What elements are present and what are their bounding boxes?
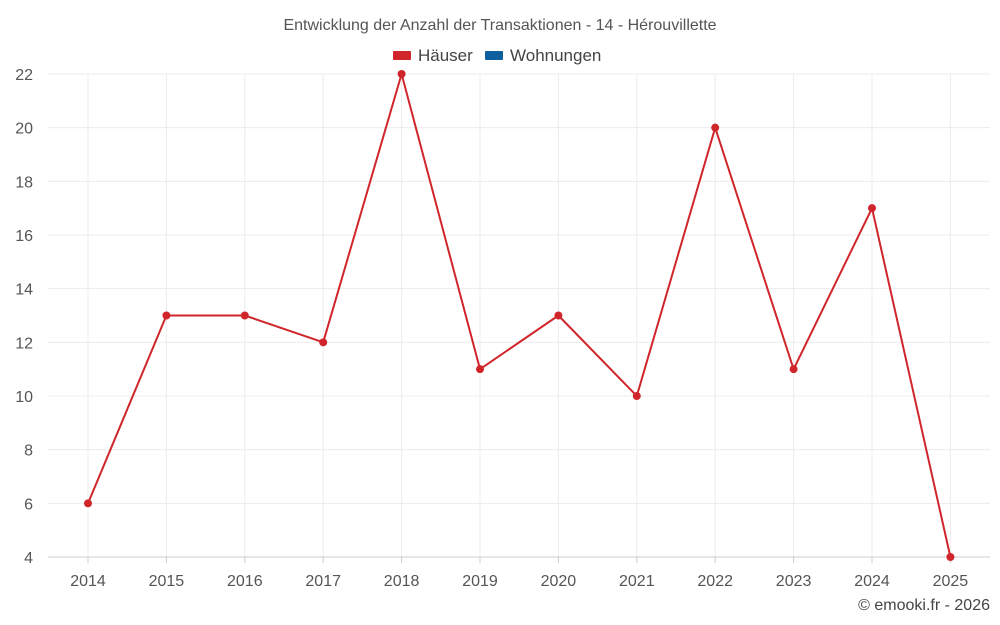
data-point[interactable] — [868, 204, 876, 213]
x-tick-label: 2020 — [541, 573, 577, 590]
x-tick-label: 2015 — [149, 573, 185, 590]
x-tick-label: 2014 — [70, 573, 106, 590]
y-tick-label: 6 — [24, 496, 33, 513]
gridlines — [48, 73, 990, 557]
y-tick-label: 8 — [24, 443, 33, 460]
x-tick-label: 2025 — [933, 573, 969, 590]
data-point[interactable] — [319, 338, 328, 347]
y-tick-label: 4 — [24, 550, 33, 567]
x-tick-label: 2018 — [384, 573, 420, 590]
data-point[interactable] — [397, 70, 406, 78]
data-point[interactable] — [554, 311, 563, 320]
y-tick-label: 12 — [15, 335, 33, 352]
legend-swatch-hauser — [393, 51, 411, 60]
y-tick-label: 18 — [15, 174, 33, 191]
credit-text: © emooki.fr - 2026 — [858, 597, 990, 614]
legend: Häuser Wohnungen — [393, 46, 601, 65]
legend-label-wohnungen: Wohnungen — [510, 46, 601, 65]
x-tick-label: 2023 — [776, 573, 812, 590]
data-point[interactable] — [476, 365, 484, 374]
x-axis: 2014 2015 2016 2017 2018 2019 2020 2021 2022 2023… — [48, 556, 990, 590]
legend-label-hauser: Häuser — [418, 46, 473, 65]
y-tick-label: 14 — [15, 282, 33, 299]
x-tick-label: 2021 — [619, 573, 655, 590]
series-layer — [84, 70, 955, 561]
y-axis: 4 6 8 10 12 14 16 18 20 22 — [15, 67, 33, 567]
x-tick-label: 2016 — [227, 573, 263, 590]
x-tick-label: 2024 — [854, 573, 890, 590]
legend-swatch-wohnungen — [485, 51, 503, 60]
data-point[interactable] — [162, 311, 171, 320]
data-point[interactable] — [711, 123, 720, 132]
data-point[interactable] — [946, 553, 955, 561]
data-point[interactable] — [789, 365, 798, 374]
x-tick-label: 2019 — [462, 573, 498, 590]
data-point[interactable] — [240, 311, 249, 320]
data-point[interactable] — [632, 392, 641, 400]
y-tick-label: 10 — [15, 389, 33, 406]
y-tick-label: 20 — [15, 121, 33, 138]
legend-item-wohnungen[interactable]: Wohnungen — [485, 46, 601, 65]
x-tick-label: 2017 — [305, 573, 341, 590]
chart-title: Entwicklung der Anzahl der Transaktionen… — [283, 17, 716, 34]
y-tick-label: 22 — [15, 67, 33, 84]
x-tick-label: 2022 — [697, 573, 733, 590]
legend-item-hauser[interactable]: Häuser — [393, 46, 473, 65]
series-line — [87, 73, 952, 558]
series-line-group — [84, 70, 955, 561]
data-point[interactable] — [84, 499, 92, 508]
y-tick-label: 16 — [15, 228, 33, 245]
